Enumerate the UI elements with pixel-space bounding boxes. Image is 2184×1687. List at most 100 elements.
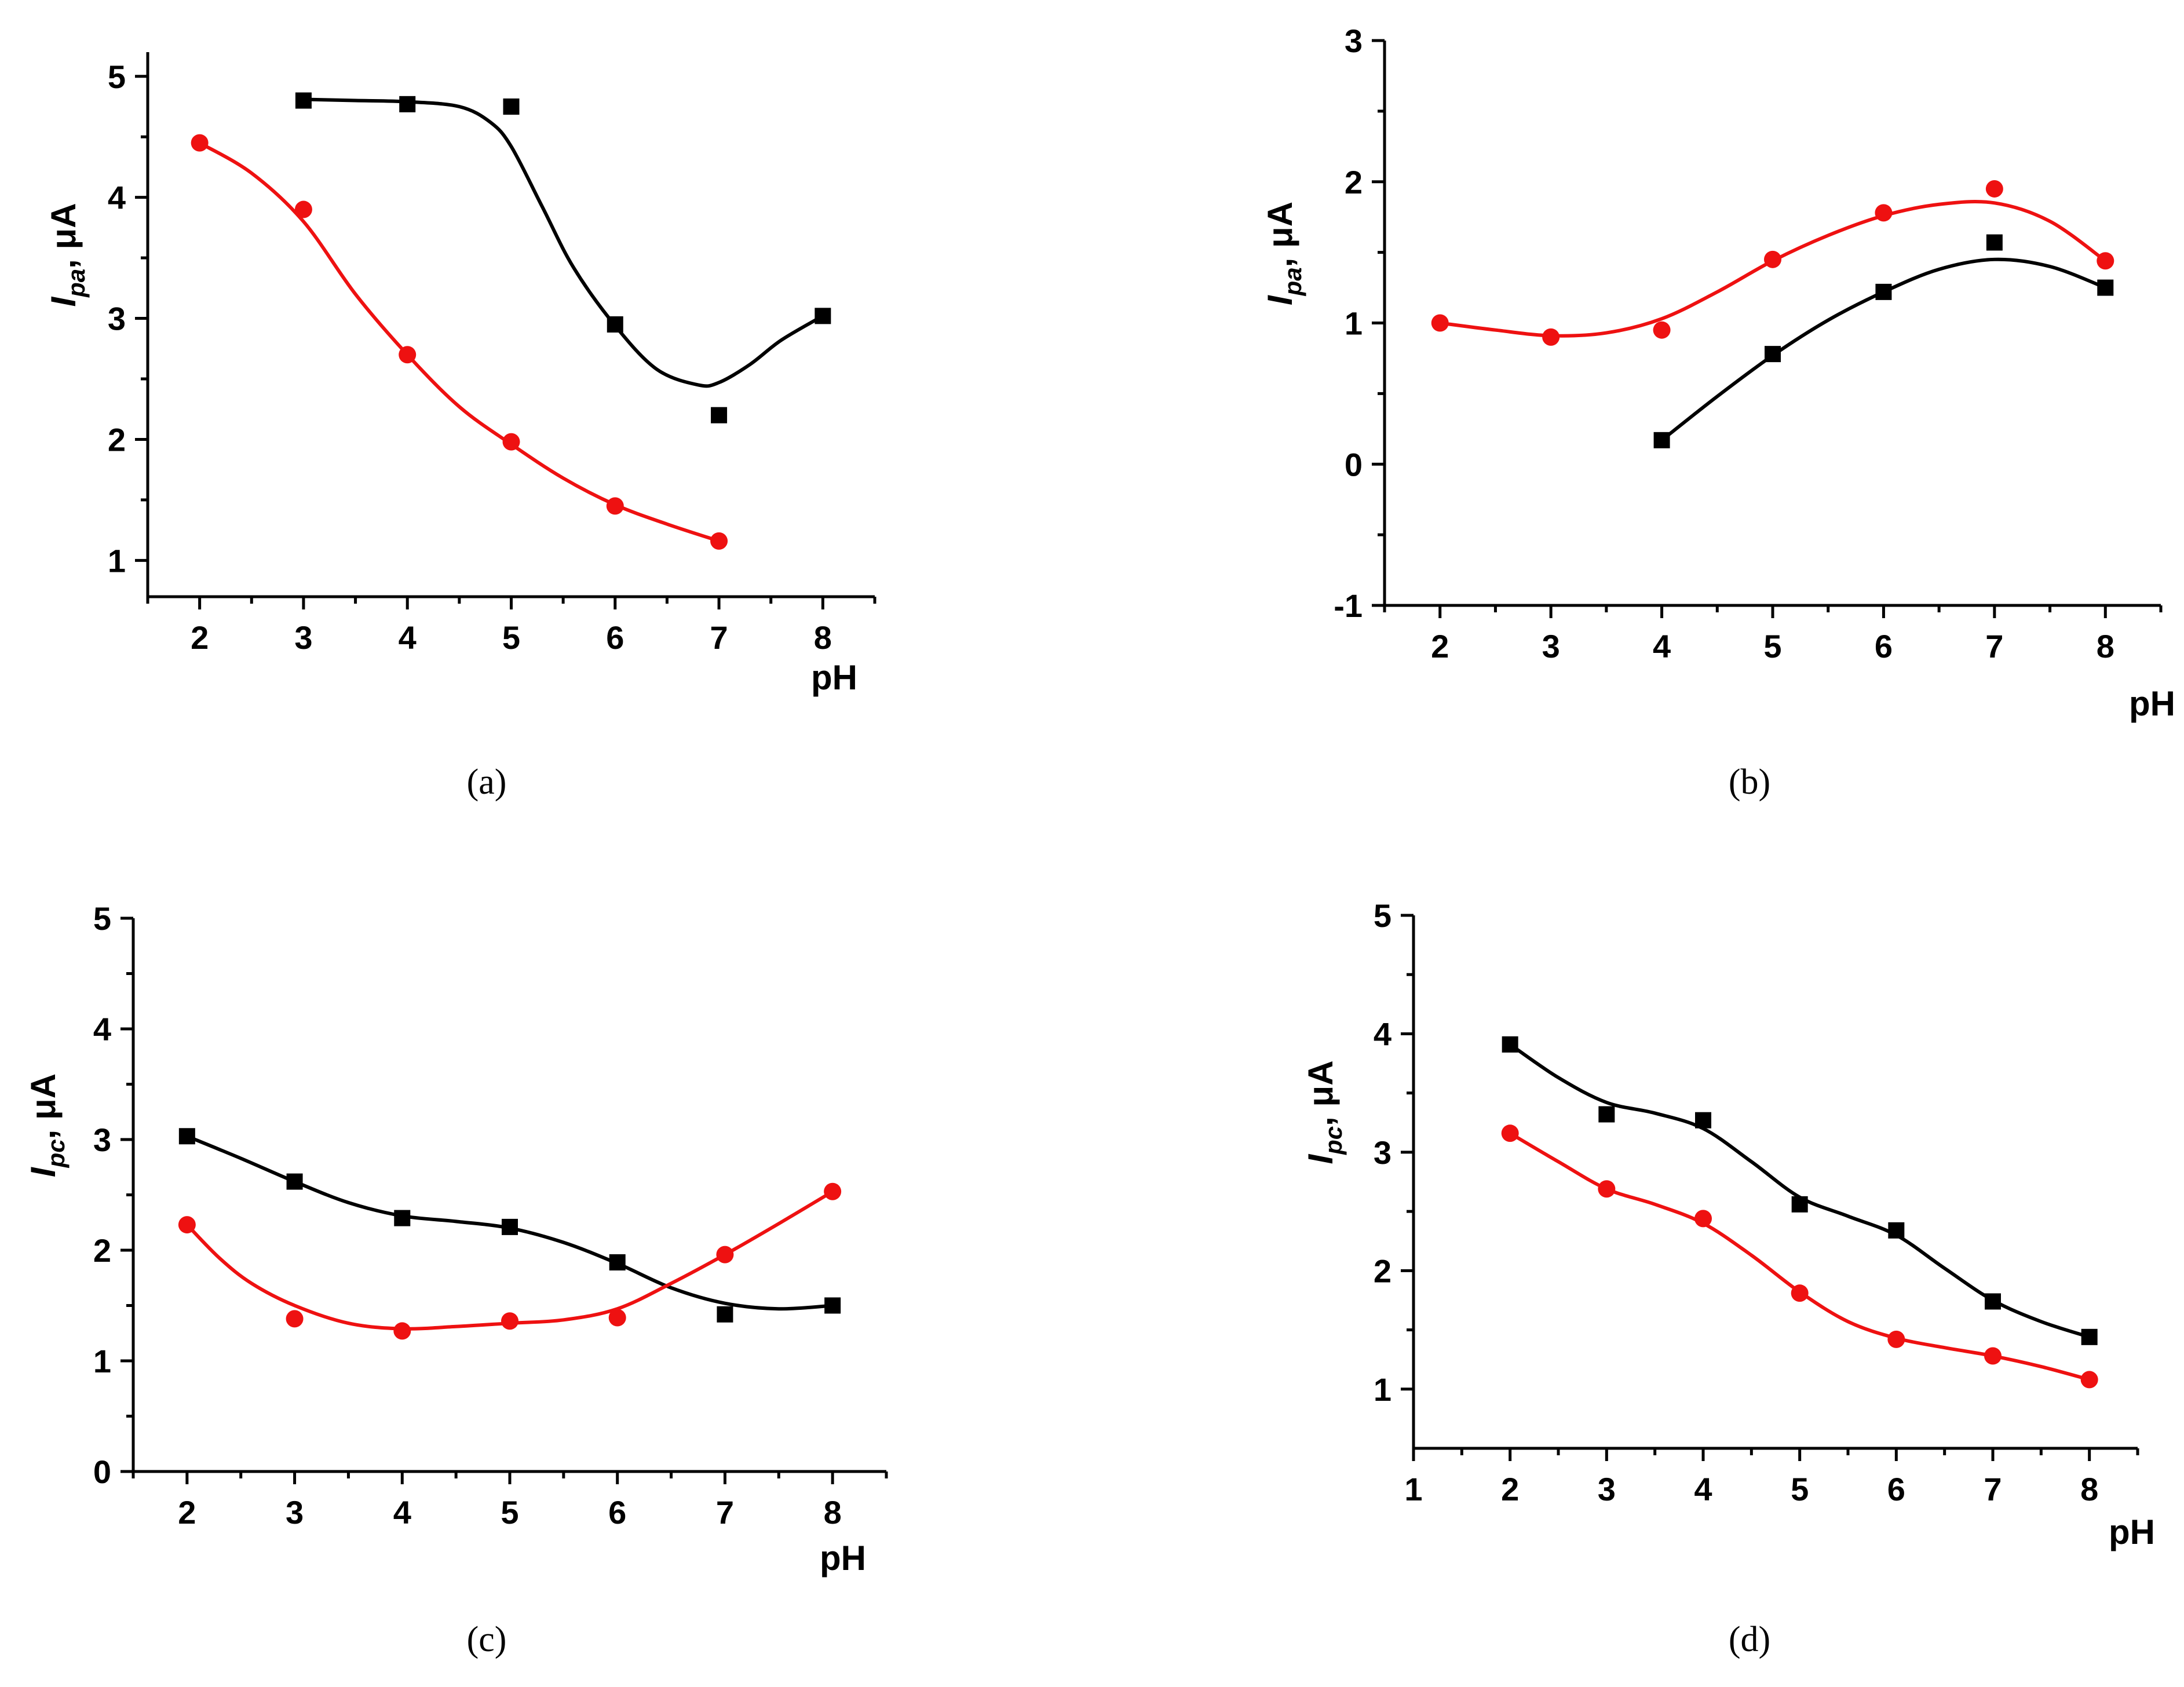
chart-panel-a: 2 3 4 5 6 7 8 1 2 3 4 5 Ipa, μA pH (a) xyxy=(44,52,876,802)
x-tick-label: 3 xyxy=(1598,1471,1616,1507)
data-point-black xyxy=(824,1297,841,1314)
data-point-black xyxy=(1791,1196,1808,1213)
x-tick-label: 2 xyxy=(1431,628,1449,664)
panel-caption: (b) xyxy=(1729,762,1770,802)
x-axis-label: pH xyxy=(2129,684,2175,723)
panel-caption: (c) xyxy=(467,1620,507,1659)
y-tick-label: 2 xyxy=(93,1232,111,1269)
x-tick-label: 2 xyxy=(1501,1471,1519,1507)
y-tick-label: 2 xyxy=(1374,1253,1392,1289)
x-tick-label: 3 xyxy=(286,1494,304,1531)
y-axis-label: Ipc, μA xyxy=(24,1073,70,1177)
y-tick-label: 5 xyxy=(1374,897,1392,934)
data-point-red xyxy=(1984,1347,2002,1365)
x-tick-label: 2 xyxy=(191,619,209,656)
y-tick-label: 5 xyxy=(108,59,126,95)
panel-caption: (d) xyxy=(1729,1620,1770,1659)
data-point-red xyxy=(178,1216,196,1234)
data-point-red xyxy=(286,1310,304,1328)
data-point-red xyxy=(294,200,312,218)
y-label-sub: pc xyxy=(1320,1126,1347,1155)
data-point-black xyxy=(1695,1112,1711,1129)
chart-panel-b: 2 3 4 5 6 7 8 -1 0 1 2 3 Ipa, μA pH (b) xyxy=(1261,23,2175,802)
x-axis-label: pH xyxy=(820,1539,866,1578)
y-label-sub: pa xyxy=(63,269,90,298)
y-label-unit: , μA xyxy=(1301,1060,1340,1126)
data-point-black xyxy=(607,316,623,333)
y-tick-label: 4 xyxy=(108,180,126,216)
data-point-red xyxy=(191,134,209,152)
data-point-red xyxy=(393,1322,411,1340)
data-point-red xyxy=(502,433,520,451)
x-tick-label: 8 xyxy=(2080,1471,2098,1507)
data-point-red xyxy=(1791,1284,1809,1302)
y-tick-label: 0 xyxy=(93,1454,111,1490)
data-point-red xyxy=(399,346,417,364)
y-label-sub: pa xyxy=(1279,267,1306,296)
x-tick-label: 8 xyxy=(2097,628,2114,664)
fit-curve-red xyxy=(199,141,720,543)
x-tick-label: 8 xyxy=(824,1494,842,1531)
data-point-red xyxy=(824,1182,842,1200)
y-label-main: I xyxy=(44,297,83,307)
data-point-black xyxy=(1875,283,1892,300)
data-point-black xyxy=(1986,234,2003,251)
x-tick-label: 3 xyxy=(1542,628,1560,664)
data-point-black xyxy=(286,1173,303,1190)
y-tick-label: 1 xyxy=(108,542,126,579)
data-point-red xyxy=(2080,1371,2098,1389)
data-point-black xyxy=(394,1210,411,1226)
y-axis-label: Ipa, μA xyxy=(1261,202,1306,305)
data-point-red xyxy=(1431,314,1449,332)
data-point-black xyxy=(2097,279,2114,296)
y-tick-label: 4 xyxy=(1374,1016,1392,1052)
x-tick-label: 4 xyxy=(1653,628,1671,664)
data-point-black xyxy=(717,1306,733,1323)
y-label-unit: , μA xyxy=(1261,202,1299,267)
data-point-black xyxy=(502,1218,518,1235)
x-tick-label: 6 xyxy=(608,1494,626,1531)
data-point-black xyxy=(1502,1036,1518,1053)
y-label-main: I xyxy=(1301,1154,1340,1164)
fit-curve-red xyxy=(1440,199,2107,338)
panel-caption: (a) xyxy=(467,762,507,802)
x-tick-label: 1 xyxy=(1404,1471,1422,1507)
data-point-black xyxy=(1765,346,1781,363)
x-tick-label: 5 xyxy=(502,619,520,656)
x-tick-label: 6 xyxy=(1887,1471,1905,1507)
x-tick-label: 8 xyxy=(814,619,832,656)
x-tick-label: 4 xyxy=(399,619,417,656)
data-point-red xyxy=(1985,180,2003,198)
y-label-sub: pc xyxy=(42,1139,70,1168)
data-point-red xyxy=(1501,1124,1519,1142)
x-tick-label: 7 xyxy=(716,1494,734,1531)
data-point-red xyxy=(1887,1330,1905,1348)
data-point-red xyxy=(1694,1210,1712,1228)
data-point-red xyxy=(608,1309,626,1327)
x-tick-label: 4 xyxy=(1694,1471,1712,1507)
y-tick-label: 3 xyxy=(108,301,126,337)
data-point-red xyxy=(2097,252,2114,270)
data-point-black xyxy=(2081,1328,2098,1345)
fit-curve-red xyxy=(1509,1131,2090,1382)
data-point-red xyxy=(1653,321,1671,339)
y-axis-label: Ipc, μA xyxy=(1301,1060,1347,1164)
chart-panel-c: 2 3 4 5 6 7 8 0 1 2 3 4 5 Ipc, μA pH (c) xyxy=(24,900,888,1659)
data-point-black xyxy=(815,308,831,324)
y-tick-label: 3 xyxy=(1374,1134,1392,1171)
y-tick-label: 2 xyxy=(1345,164,1363,200)
x-tick-label: 5 xyxy=(1763,628,1781,664)
x-tick-label: 6 xyxy=(606,619,624,656)
x-tick-label: 3 xyxy=(294,619,312,656)
data-point-red xyxy=(1764,250,1781,268)
y-label-main: I xyxy=(1261,295,1299,305)
fit-curve-red xyxy=(185,1190,834,1331)
data-point-red xyxy=(716,1246,734,1264)
data-point-black xyxy=(1598,1106,1615,1123)
data-point-red xyxy=(1542,328,1560,346)
y-tick-label: 3 xyxy=(93,1122,111,1158)
x-tick-label: 5 xyxy=(1791,1471,1809,1507)
y-label-unit: , μA xyxy=(24,1073,63,1139)
data-point-red xyxy=(1598,1180,1616,1198)
